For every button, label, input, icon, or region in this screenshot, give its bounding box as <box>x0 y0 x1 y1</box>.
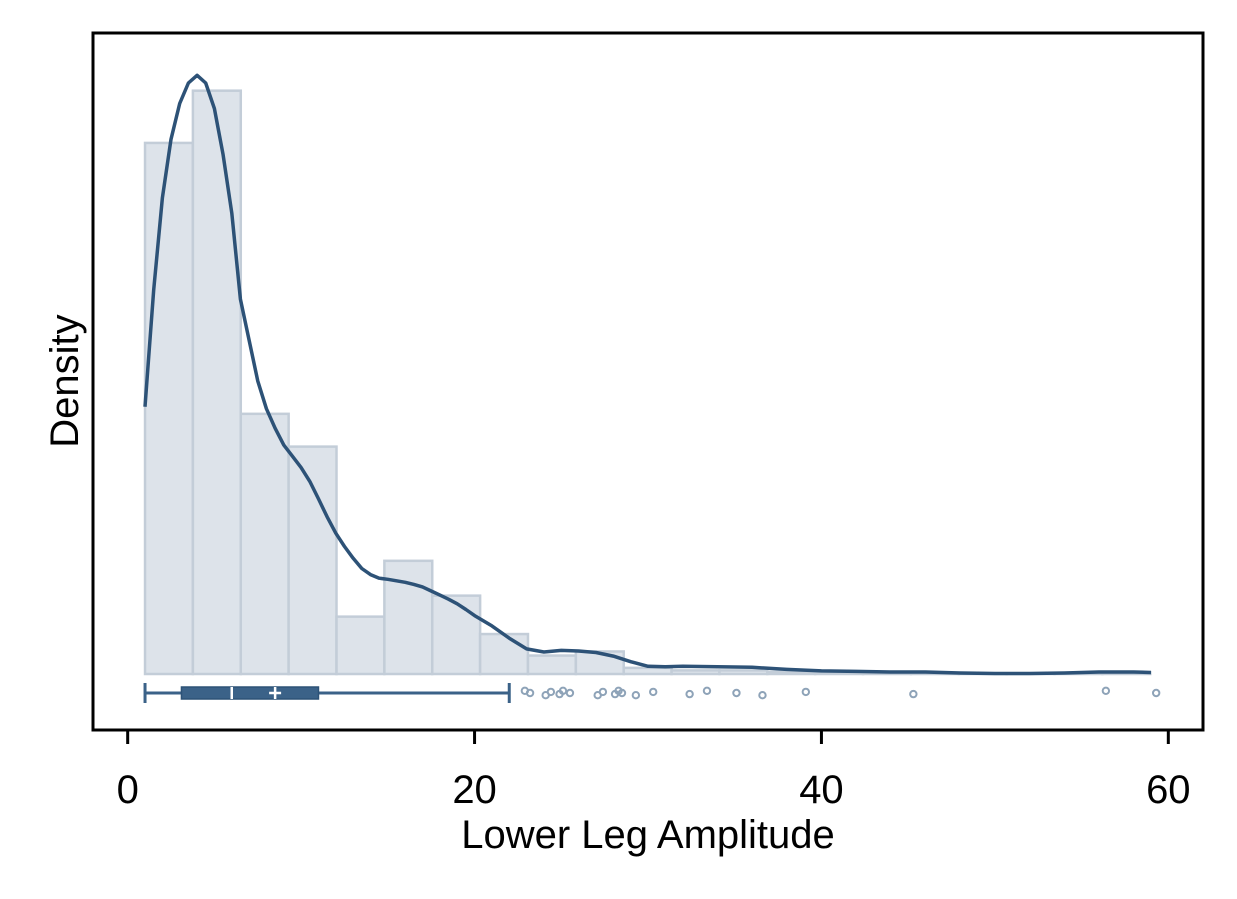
outlier-point <box>558 686 568 695</box>
histogram-bar <box>143 141 195 676</box>
histogram-bar <box>287 445 338 676</box>
outlier-point <box>631 691 641 700</box>
outlier-point <box>1101 686 1111 695</box>
x-axis-title: Lower Leg Amplitude <box>461 813 835 857</box>
x-tick-label: 20 <box>452 768 497 812</box>
outlier-point <box>758 691 767 700</box>
outlier-point <box>617 688 627 698</box>
outlier-point <box>649 687 658 697</box>
histogram-bar <box>766 670 817 676</box>
boxplot-iqr-box <box>180 686 320 700</box>
histogram-bar <box>478 632 530 676</box>
outlier-point <box>525 688 535 698</box>
outlier-point <box>546 687 556 697</box>
x-tick-label: 0 <box>117 768 139 812</box>
histogram-bar <box>526 654 578 676</box>
outlier-point <box>565 688 575 698</box>
outlier-point <box>1151 688 1161 698</box>
outlier-point <box>909 689 918 699</box>
outlier-point <box>598 687 608 697</box>
x-axis-ticks: 0 20 40 60 <box>117 730 1191 812</box>
outlier-point <box>732 688 741 698</box>
histogram-bar <box>335 615 386 676</box>
histogram-bar <box>670 669 721 676</box>
boxplot-outliers <box>520 686 1161 700</box>
outlier-point <box>801 687 811 697</box>
y-axis-title: Density <box>43 314 87 447</box>
histogram-bar <box>383 559 434 676</box>
boxplot <box>143 683 511 703</box>
outlier-point <box>685 689 694 699</box>
x-tick-label: 60 <box>1146 768 1191 812</box>
histogram-bar <box>239 412 290 676</box>
histogram-bar <box>430 594 482 676</box>
histogram-bars <box>143 89 1152 676</box>
outlier-point <box>702 686 712 695</box>
histogram-bar <box>622 666 673 676</box>
kde-density-curve <box>143 73 1152 676</box>
x-tick-label: 40 <box>799 768 844 812</box>
histogram-bar <box>191 89 243 676</box>
histogram-bar <box>718 669 769 676</box>
